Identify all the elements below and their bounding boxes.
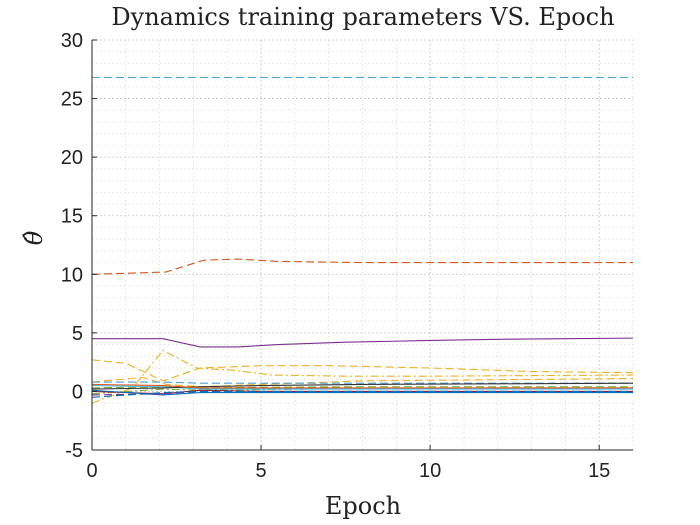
series-line-5	[91, 349, 634, 404]
series-line-16	[91, 390, 633, 398]
y-axis-label: θ̂	[20, 230, 48, 245]
series-line-8	[91, 386, 633, 389]
x-axis-label: Epoch	[325, 492, 401, 520]
y-tick-label: -5	[65, 440, 83, 462]
x-tick-label: 10	[419, 460, 441, 482]
series-line-4	[91, 359, 634, 382]
y-tick-label: 5	[72, 323, 83, 345]
chart-title: Dynamics training parameters VS. Epoch	[111, 3, 614, 31]
y-tick-label: 0	[72, 381, 83, 403]
series-line-12	[91, 389, 633, 396]
axes	[91, 39, 633, 451]
series-line-3	[92, 337, 634, 348]
series-line-15	[91, 383, 633, 389]
minor-grid	[92, 40, 634, 450]
series-line-2	[91, 258, 633, 275]
y-tick-label: 15	[61, 206, 83, 228]
x-tick-label: 5	[256, 460, 267, 482]
series-line-10	[91, 385, 633, 390]
y-tick-label: 25	[61, 89, 83, 111]
series-line-7	[92, 381, 633, 384]
x-tick-label: 15	[588, 460, 610, 482]
series-layer	[91, 76, 634, 404]
y-tick-label: 10	[61, 264, 83, 286]
y-tick-label: 20	[61, 147, 83, 169]
series-line-14	[91, 382, 634, 390]
series-line-6	[91, 376, 634, 388]
y-tick-label: 30	[61, 30, 83, 52]
x-tick-label: 0	[86, 460, 97, 482]
